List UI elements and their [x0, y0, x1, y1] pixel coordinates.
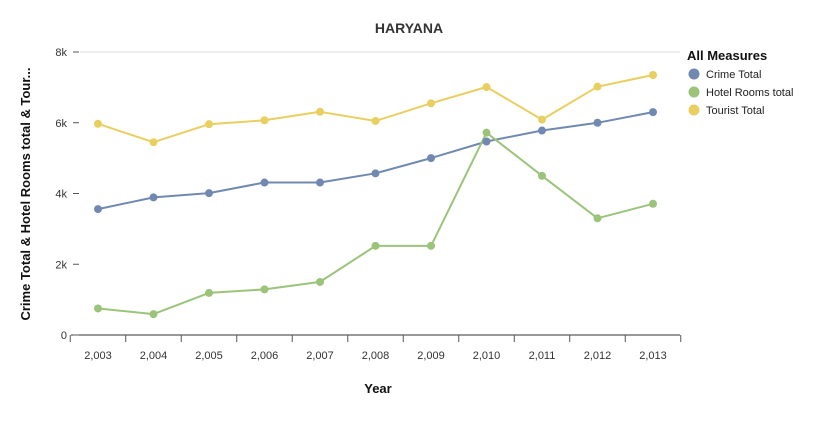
legend-label[interactable]: Tourist Total — [706, 105, 765, 117]
data-point[interactable] — [94, 205, 102, 214]
data-point[interactable] — [94, 119, 102, 128]
data-point[interactable] — [260, 285, 269, 294]
data-point[interactable] — [371, 116, 380, 125]
data-point[interactable] — [482, 128, 491, 137]
data-point[interactable] — [593, 214, 602, 223]
y-tick-label: 6k — [55, 118, 67, 130]
data-point[interactable] — [427, 241, 435, 250]
data-point[interactable] — [149, 310, 158, 319]
data-point[interactable] — [538, 171, 546, 180]
data-point[interactable] — [538, 126, 546, 135]
legend-label[interactable]: Crime Total — [706, 69, 761, 81]
legend-swatch — [688, 68, 700, 80]
data-point[interactable] — [149, 138, 158, 147]
data-point[interactable] — [149, 193, 158, 202]
data-point[interactable] — [649, 108, 657, 117]
data-point[interactable] — [482, 137, 491, 146]
data-point[interactable] — [593, 118, 602, 127]
chart-title: HARYANA — [375, 20, 443, 36]
series-points — [94, 70, 657, 319]
data-point[interactable] — [649, 199, 657, 208]
series-line-tourist-total — [97, 74, 654, 144]
data-point[interactable] — [427, 99, 435, 108]
y-tick-label: 8k — [55, 47, 67, 59]
legend-swatch — [688, 104, 700, 116]
x-tick-label: 2,013 — [639, 350, 667, 362]
x-tick-label: 2,012 — [584, 350, 612, 362]
y-axis: 0 2k 4k 6k 8k — [55, 47, 79, 342]
data-point[interactable] — [316, 107, 324, 116]
legend: All Measures Crime Total Hotel Rooms tota… — [687, 48, 793, 117]
x-axis: 2,003 2,004 2,005 2,006 2,007 2,008 2,009 2,010… — [69, 335, 682, 362]
x-tick-label: 2,004 — [140, 350, 168, 362]
data-point[interactable] — [205, 120, 213, 129]
data-point[interactable] — [538, 115, 546, 124]
y-tick-label: 4k — [55, 189, 67, 201]
data-point[interactable] — [316, 277, 324, 286]
y-tick-label: 0 — [61, 330, 67, 342]
y-tick-label: 2k — [55, 259, 67, 271]
legend-label[interactable]: Hotel Rooms total — [706, 87, 793, 99]
data-point[interactable] — [371, 241, 380, 250]
x-tick-label: 2,005 — [195, 350, 223, 362]
x-axis-title: Year — [364, 381, 391, 396]
x-tick-label: 2,011 — [529, 350, 556, 362]
data-point[interactable] — [482, 83, 491, 92]
data-point[interactable] — [593, 82, 602, 91]
data-point[interactable] — [260, 178, 269, 187]
series-lines — [97, 74, 654, 316]
x-tick-label: 2,009 — [417, 350, 445, 362]
data-point[interactable] — [205, 288, 213, 297]
legend-swatch — [688, 86, 700, 98]
x-tick-label: 2,006 — [251, 350, 279, 362]
data-point[interactable] — [649, 70, 657, 79]
data-point[interactable] — [316, 178, 324, 187]
x-tick-label: 2,010 — [473, 350, 501, 362]
series-line-hotel-rooms-total — [97, 131, 654, 316]
legend-title: All Measures — [687, 48, 767, 63]
x-tick-label: 2,007 — [306, 350, 334, 362]
data-point[interactable] — [427, 154, 435, 163]
data-point[interactable] — [94, 304, 102, 313]
data-point[interactable] — [205, 189, 213, 198]
series-line-crime-total — [97, 111, 654, 211]
x-tick-label: 2,008 — [362, 350, 390, 362]
y-axis-title: Crime Total & Hotel Rooms total & Tour..… — [18, 67, 33, 320]
data-point[interactable] — [371, 169, 380, 178]
x-tick-label: 2,003 — [84, 350, 112, 362]
data-point[interactable] — [260, 116, 269, 125]
